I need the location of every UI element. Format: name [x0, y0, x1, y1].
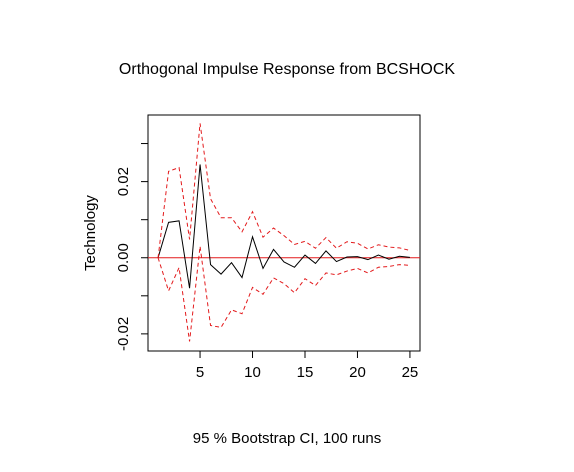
x-tick-label: 10	[244, 364, 261, 381]
series-layer	[148, 123, 420, 342]
x-tick-label: 5	[196, 364, 204, 381]
plot-frame	[147, 114, 421, 352]
series-line-upper	[157, 123, 411, 258]
x-tick-label: 20	[349, 364, 366, 381]
x-tick-label: 25	[402, 364, 419, 381]
y-tick-label: 0.02	[115, 167, 132, 196]
axis-ticks: 5 10 15 20 25 -0.02 0.00 0.02	[115, 143, 419, 381]
y-axis-label: Technology	[82, 195, 99, 271]
x-tick-label: 15	[297, 364, 314, 381]
chart-title: Orthogonal Impulse Response from BCSHOCK	[119, 61, 455, 78]
chart-subtitle: 95 % Bootstrap CI, 100 runs	[193, 430, 381, 447]
y-tick-label: 0.00	[115, 243, 132, 272]
y-tick-label: -0.02	[115, 317, 132, 351]
series-line-response	[157, 164, 410, 289]
series-line-lower	[157, 246, 410, 342]
